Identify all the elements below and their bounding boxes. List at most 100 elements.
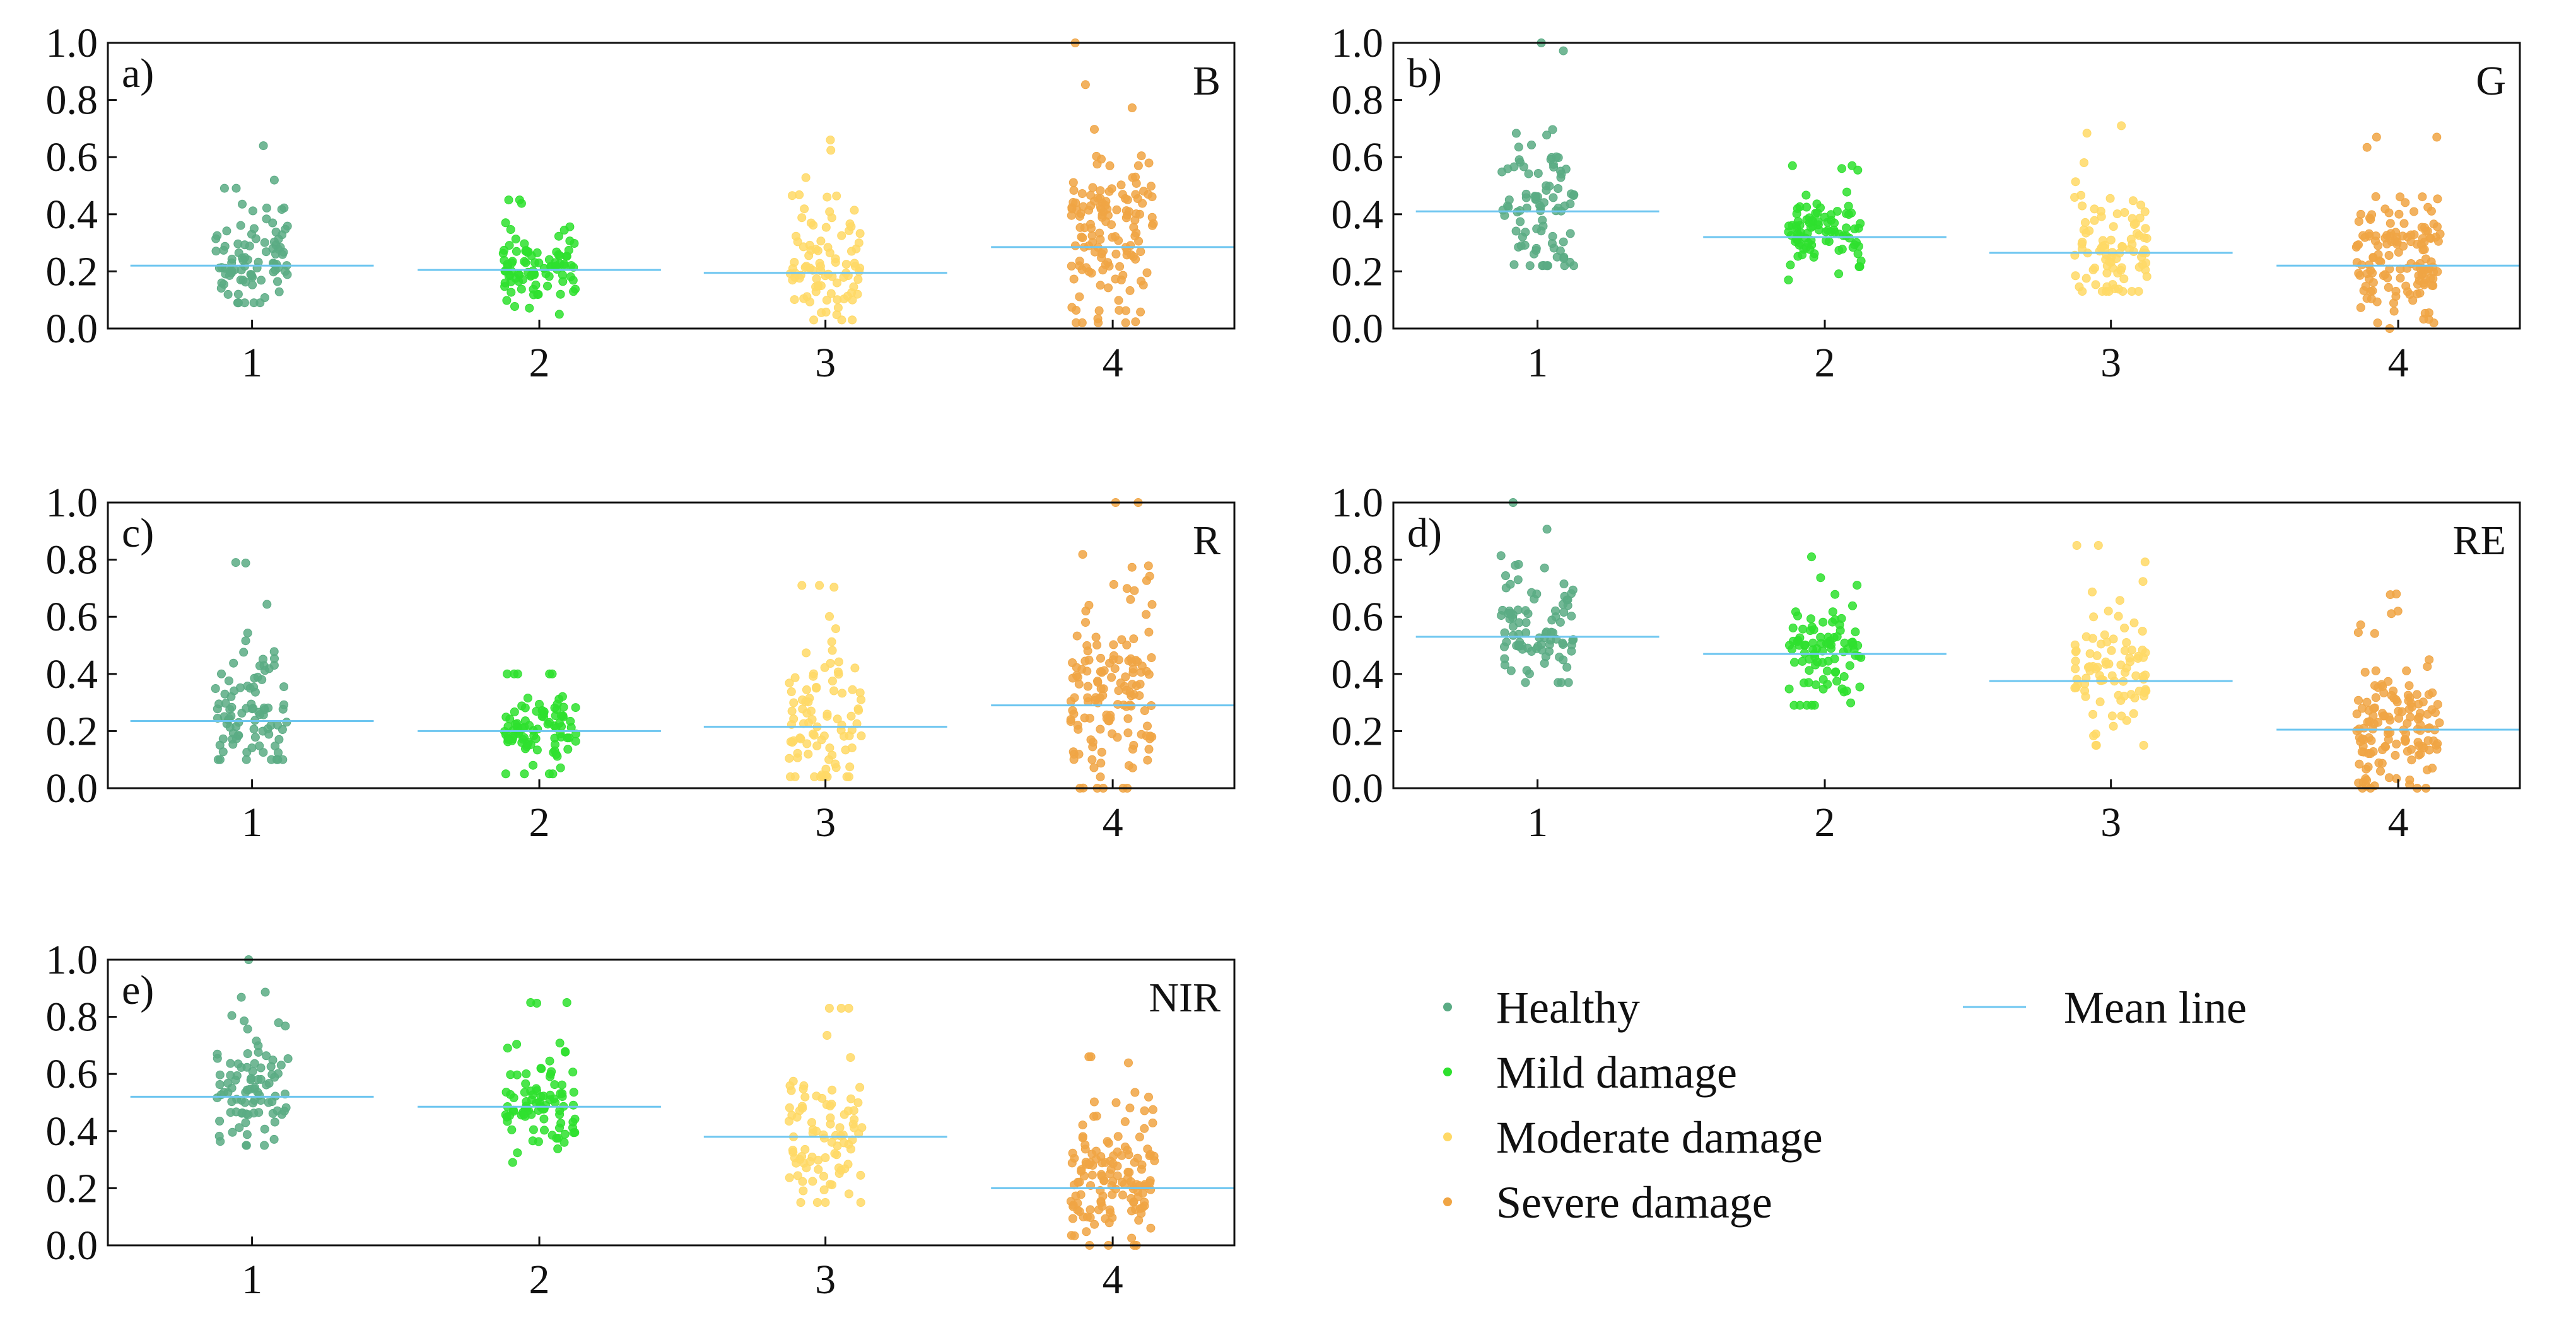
x-tick-label: 1 <box>242 800 262 846</box>
y-tick-label: 0.0 <box>1332 765 1384 812</box>
data-point-healthy <box>273 277 282 286</box>
data-point-severe-damage <box>2354 217 2363 226</box>
data-point-moderate-damage <box>853 275 863 284</box>
x-tick-label: 1 <box>1527 340 1548 386</box>
data-point-healthy <box>227 1011 237 1020</box>
data-point-severe-damage <box>1107 184 1116 194</box>
data-point-moderate-damage <box>824 269 833 279</box>
data-point-moderate-damage <box>2141 224 2150 233</box>
data-point-mild-damage <box>522 246 531 255</box>
data-point-severe-damage <box>2404 696 2413 706</box>
data-point-moderate-damage <box>2090 216 2099 225</box>
data-point-mild-damage <box>506 288 516 297</box>
data-point-healthy <box>270 1117 279 1127</box>
data-point-severe-damage <box>1087 1149 1097 1159</box>
data-point-severe-damage <box>1083 682 1092 691</box>
data-point-moderate-damage <box>835 1123 845 1132</box>
data-point-moderate-damage <box>795 190 804 199</box>
data-point-healthy <box>1500 211 1509 220</box>
data-point-mild-damage <box>519 1110 529 1119</box>
y-tick-label: 0.8 <box>1332 537 1384 583</box>
data-point-healthy <box>215 1070 225 1079</box>
data-point-mild-damage <box>512 1040 522 1049</box>
data-point-severe-damage <box>1099 247 1108 255</box>
data-point-severe-damage <box>1135 209 1144 219</box>
data-point-severe-damage <box>2429 267 2438 277</box>
data-point-severe-damage <box>2428 764 2437 773</box>
data-point-mild-damage <box>1839 672 1849 681</box>
data-point-severe-damage <box>1150 1156 1159 1165</box>
y-tick-label: 0.4 <box>46 1109 98 1155</box>
data-point-mild-damage <box>546 1072 554 1081</box>
data-point-moderate-damage <box>849 1106 858 1115</box>
data-point-mild-damage <box>548 769 558 779</box>
data-point-severe-damage <box>1108 729 1117 738</box>
data-point-severe-damage <box>2371 666 2380 675</box>
data-point-healthy <box>260 1124 269 1134</box>
data-point-mild-damage <box>503 260 512 269</box>
data-point-moderate-damage <box>785 1103 794 1112</box>
data-point-severe-damage <box>2377 759 2387 768</box>
data-point-healthy <box>220 1088 229 1097</box>
data-point-mild-damage <box>1798 250 1807 260</box>
data-point-severe-damage <box>1105 1205 1115 1214</box>
data-point-moderate-damage <box>819 1185 829 1194</box>
data-point-moderate-damage <box>2119 274 2129 284</box>
data-point-healthy <box>242 755 251 764</box>
data-point-severe-damage <box>2387 237 2396 246</box>
data-point-mild-damage <box>1784 684 1794 694</box>
data-point-severe-damage <box>1074 679 1084 689</box>
y-tick-label: 0.6 <box>1332 594 1384 640</box>
data-point-healthy <box>241 1118 250 1127</box>
data-point-severe-damage <box>2376 257 2386 267</box>
data-point-moderate-damage <box>2071 271 2080 281</box>
data-point-moderate-damage <box>2070 193 2080 202</box>
data-point-moderate-damage <box>789 714 799 724</box>
data-point-healthy <box>225 705 235 714</box>
data-point-healthy <box>1509 260 1519 269</box>
data-point-healthy <box>259 703 269 713</box>
data-point-mild-damage <box>1788 636 1798 646</box>
data-point-moderate-damage <box>2117 711 2126 721</box>
data-point-moderate-damage <box>2129 220 2139 229</box>
data-point-severe-damage <box>1118 190 1127 199</box>
data-point-moderate-damage <box>787 706 797 716</box>
data-point-mild-damage <box>1832 632 1842 641</box>
data-point-healthy <box>218 734 228 743</box>
y-tick-label: 0.8 <box>1332 78 1384 124</box>
data-point-severe-damage <box>1137 661 1147 671</box>
data-point-severe-damage <box>1077 665 1087 674</box>
data-point-healthy <box>253 672 262 682</box>
data-point-mild-damage <box>501 713 511 722</box>
data-point-moderate-damage <box>847 288 857 298</box>
data-point-moderate-damage <box>844 1004 853 1013</box>
data-point-moderate-damage <box>2091 741 2100 750</box>
data-point-moderate-damage <box>2112 209 2122 219</box>
data-point-mild-damage <box>534 1137 543 1146</box>
data-point-severe-damage <box>2356 303 2365 312</box>
data-point-mild-damage <box>1834 230 1844 239</box>
data-point-healthy <box>1514 641 1523 649</box>
panel-label: c) <box>122 510 154 556</box>
data-point-severe-damage <box>1074 725 1083 734</box>
data-point-moderate-damage <box>833 278 841 288</box>
data-point-healthy <box>249 1098 258 1108</box>
data-point-mild-damage <box>527 1095 536 1105</box>
data-point-healthy <box>216 284 226 293</box>
data-point-healthy <box>243 1024 252 1033</box>
legend-label-healthy: Healthy <box>1496 982 1640 1033</box>
data-point-mild-damage <box>566 261 576 271</box>
data-point-mild-damage <box>555 1039 565 1048</box>
data-point-severe-damage <box>2370 629 2379 638</box>
data-point-mild-damage <box>554 231 563 241</box>
data-point-moderate-damage <box>812 684 821 693</box>
data-point-severe-damage <box>1147 192 1157 202</box>
y-tick-label: 0.2 <box>46 248 98 294</box>
data-point-healthy <box>1509 162 1519 172</box>
data-point-healthy <box>263 724 272 733</box>
y-tick-label: 0.4 <box>46 651 98 697</box>
data-point-severe-damage <box>1067 303 1077 312</box>
data-point-severe-damage <box>2358 777 2368 787</box>
y-tick-label: 1.0 <box>1332 480 1384 526</box>
data-point-moderate-damage <box>820 663 829 672</box>
